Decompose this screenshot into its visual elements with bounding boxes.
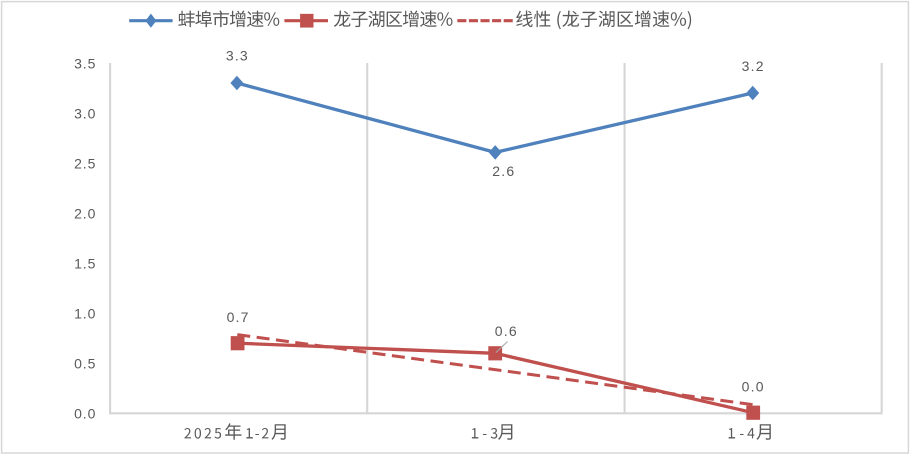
- svg-text:0.6: 0.6: [495, 323, 518, 339]
- svg-text:2.6: 2.6: [492, 163, 515, 179]
- svg-text:1.5: 1.5: [74, 255, 96, 271]
- svg-text:2.0: 2.0: [74, 205, 96, 221]
- svg-text:0.7: 0.7: [227, 309, 250, 325]
- svg-text:3.0: 3.0: [74, 105, 96, 121]
- svg-text:0.0: 0.0: [742, 378, 765, 394]
- svg-text:0.0: 0.0: [74, 405, 96, 421]
- svg-text:3.5: 3.5: [74, 55, 96, 71]
- svg-text:2.5: 2.5: [74, 155, 96, 171]
- svg-text:3.2: 3.2: [742, 58, 765, 74]
- svg-text:3.3: 3.3: [226, 48, 249, 64]
- svg-text:1.0: 1.0: [74, 305, 96, 321]
- svg-text:0.5: 0.5: [74, 355, 96, 371]
